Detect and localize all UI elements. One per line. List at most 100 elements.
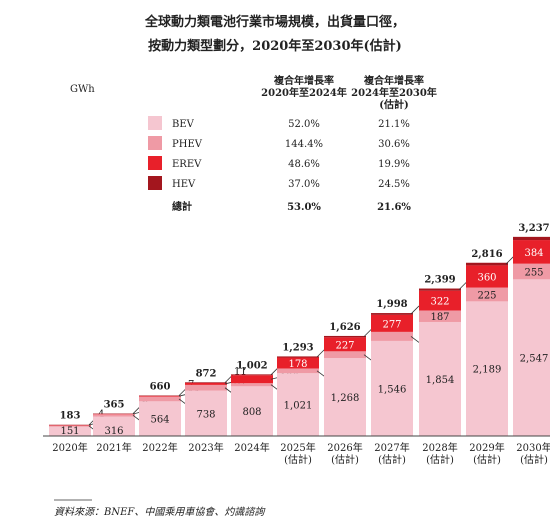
bar-segment-erev: [231, 375, 273, 384]
cagr-2020-2024-total: 53.0%: [287, 202, 321, 213]
bar-segment-hev: [231, 374, 273, 376]
cagr-2020-2024-erev: 48.6%: [288, 159, 320, 170]
x-tick-label: (估計): [331, 453, 359, 466]
cagr-2024-2030-total: 21.6%: [377, 202, 411, 213]
bar-segment-phev: [185, 384, 227, 391]
x-tick-label: (估計): [284, 453, 312, 466]
data-label-bev: 1,021: [284, 401, 313, 412]
bar-segment-phev: [371, 331, 413, 341]
data-leader-hev: [410, 305, 420, 315]
x-tick-label: 2020年: [52, 441, 87, 454]
bar-total-label: 1,002: [236, 360, 267, 371]
legend-label-erev: EREV: [172, 159, 202, 170]
bar-segment-hev: [185, 382, 227, 383]
bar-segment-bev: [277, 373, 319, 436]
bar-total-label: 1,998: [376, 299, 407, 310]
bar-segment-erev: [139, 395, 181, 397]
bar-segment-phev: [277, 368, 319, 374]
x-tick-label: 2028年: [422, 441, 457, 454]
data-label-erev: 227: [335, 340, 354, 351]
bar-segment-bev: [185, 390, 227, 436]
x-tick-label: 2029年: [469, 441, 504, 454]
bar-segment-erev: [185, 382, 227, 385]
bar-total-label: 2,399: [424, 275, 455, 286]
data-leader-phev: [363, 354, 373, 361]
cagr-2020-2024-bev: 52.0%: [288, 119, 320, 130]
data-label-erev: 322: [430, 297, 449, 308]
x-tick-label: 2025年: [280, 441, 315, 454]
bar-segment-phev: [513, 263, 550, 280]
bar-segment-erev: [419, 290, 461, 311]
bar-segment-phev: [93, 414, 135, 417]
bar-segment-phev: [324, 351, 366, 359]
bar-segment-phev: [231, 383, 273, 387]
cagr-2024-2030-phev: 30.6%: [378, 139, 410, 150]
bar-segment-bev: [466, 301, 508, 436]
data-label-erev: 277: [382, 319, 401, 330]
cagr-col2-header: 複合年增長率: [363, 74, 424, 87]
chart-title-line-1: 全球動力類電池行業市場規模，出貨量口徑，: [144, 14, 405, 30]
data-label-bev: 1,268: [331, 393, 360, 404]
bar-segment-hev: [513, 236, 550, 241]
bar-segment-hev: [466, 262, 508, 266]
data-label-bev: 564: [150, 415, 169, 426]
bar-segment-phev: [49, 425, 91, 427]
chart-title-line-2: 按動力類型劃分，2020年至2030年(估計): [148, 38, 402, 54]
bar-segment-bev: [231, 386, 273, 436]
unit-label: GWh: [70, 84, 95, 95]
data-leader-phev: [316, 370, 326, 378]
bar-segment-bev: [419, 321, 461, 436]
data-label-bev: 316: [104, 426, 123, 437]
legend-swatch-hev: [148, 176, 162, 190]
bar-segment-bev: [513, 279, 550, 436]
data-label-bev: 808: [242, 407, 261, 418]
bar-total-label: 872: [196, 368, 217, 379]
legend-label-hev: HEV: [172, 179, 196, 190]
data-label-phev: 255: [524, 268, 543, 279]
data-label-bev: 2,547: [520, 354, 549, 365]
cagr-2024-2030-erev: 19.9%: [378, 159, 410, 170]
x-tick-label: 2024年: [234, 441, 269, 454]
bar-total-label: 3,237: [518, 223, 549, 234]
bar-total-label: 183: [60, 411, 81, 422]
bar-segment-bev: [139, 401, 181, 436]
data-leader-hev: [505, 255, 515, 265]
cagr-2020-2024-phev: 144.4%: [285, 139, 323, 150]
x-tick-label: 2022年: [142, 441, 177, 454]
bar-segment-bev: [49, 426, 91, 436]
bar-segment-erev: [466, 265, 508, 288]
source-note: 資料來源：BNEF、中國乘用車協會、灼識諮詢: [54, 506, 266, 518]
data-label-bev: 738: [196, 409, 215, 420]
data-label-phev: 225: [477, 290, 496, 301]
data-leader-phev: [410, 336, 420, 343]
bar-segment-hev: [277, 356, 319, 358]
bar-total-label: 1,293: [282, 342, 313, 353]
data-label-erev: 178: [288, 359, 307, 370]
legend-swatch-bev: [148, 116, 162, 130]
data-label-bev: 1,546: [378, 384, 407, 395]
cagr-col2-header: (估計): [379, 98, 408, 111]
bar-segment-erev: [324, 337, 366, 352]
cagr-2024-2030-hev: 24.5%: [378, 179, 410, 190]
bar-segment-hev: [419, 288, 461, 291]
bar-segment-phev: [466, 287, 508, 302]
bar-segment-phev: [419, 310, 461, 322]
bar-total-label: 2,816: [471, 249, 502, 260]
legend-label-bev: BEV: [172, 119, 195, 130]
data-label-bev: 2,189: [473, 365, 502, 376]
cagr-col2-header: 2024年至2030年: [351, 86, 437, 99]
bar-segment-erev: [277, 357, 319, 369]
data-leader-hev: [363, 328, 373, 337]
cagr-col1-header: 2020年至2024年: [261, 86, 347, 99]
cagr-2020-2024-hev: 37.0%: [288, 179, 320, 190]
data-leader-hev: [458, 281, 468, 290]
total-row-label: 總計: [172, 200, 192, 213]
bar-segment-phev: [139, 396, 181, 402]
bar-segment-hev: [371, 313, 413, 315]
bar-segment-hev: [324, 335, 366, 338]
bar-total-label: 1,626: [329, 322, 360, 333]
x-tick-label: (估計): [473, 453, 501, 466]
x-tick-label: (估計): [378, 453, 406, 466]
x-tick-label: 2026年: [327, 441, 362, 454]
